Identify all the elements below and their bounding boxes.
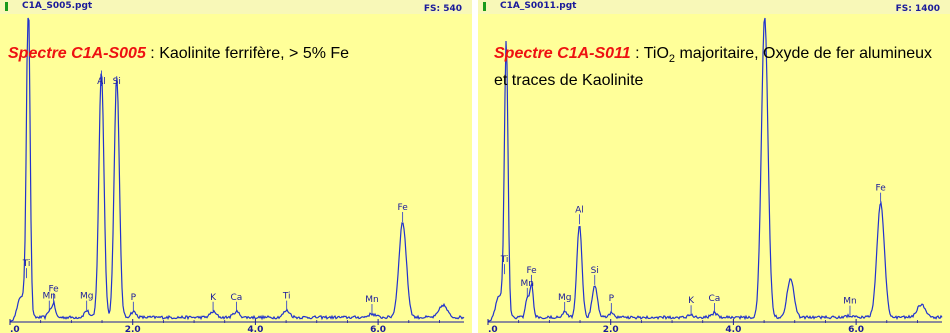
peak-label: Ti: [500, 255, 509, 265]
spectrum-name: Spectre C1A-S011: [494, 45, 631, 62]
spectrum-panel-s011: C1A_S0011.pgt FS: 1400 .0 2.0 4.0 6.0 Ti Fe Mn…: [478, 0, 950, 333]
peak-label: Ti: [282, 292, 291, 302]
spectrum-caption: Spectre C1A-S005 : Kaolinite ferrifère, …: [8, 43, 468, 64]
spectrum-description: TiO2 majoritaire, Oxyde de fer alumineux…: [494, 45, 932, 89]
peak-label: Mg: [80, 292, 93, 302]
peak-label: Al: [575, 205, 584, 215]
peak-label: K: [210, 293, 217, 303]
peak-label: Ti: [22, 259, 31, 269]
peak-label: K: [688, 296, 695, 306]
x-tick-label: 4.0: [725, 325, 741, 333]
x-tick-label: 6.0: [370, 325, 386, 333]
peak-label: Fe: [526, 266, 537, 276]
spectrum-name: Spectre C1A-S005: [8, 45, 146, 62]
peak-label: Ca: [230, 293, 242, 303]
header-marker: [483, 2, 486, 11]
spectrum-plot: .0 2.0 4.0 6.0 Ti Fe Mn Mg Al Si P K Ca Mn Fe: [478, 14, 950, 333]
x-tick-label: 6.0: [848, 325, 864, 333]
peak-label: Mn: [365, 295, 378, 305]
spectrum-panel-s005: C1A_S005.pgt FS: 540 .0 2.0 4.0 6.0 Ti Fe Mn Mg…: [0, 0, 472, 333]
full-scale-label: FS: 540: [423, 4, 462, 14]
file-name: C1A_S0011.pgt: [500, 1, 577, 11]
plot-background: [478, 14, 950, 333]
description-rest: majoritaire, Oxyde de fer alumineux et t…: [494, 45, 933, 90]
header-marker: [5, 2, 8, 11]
file-header: C1A_S0011.pgt FS: 1400: [478, 0, 950, 15]
peak-label: Al: [97, 77, 106, 87]
x-tick-label: 2.0: [603, 325, 619, 333]
peak-label: Mg: [558, 293, 571, 303]
file-header: C1A_S005.pgt FS: 540: [0, 0, 472, 15]
spectrum-caption: Spectre C1A-S011 : TiO2 majoritaire, Oxy…: [494, 43, 946, 91]
x-tick-label: 2.0: [125, 325, 141, 333]
caption-separator: :: [145, 45, 160, 62]
peak-label: Mn: [521, 279, 534, 289]
x-tick-label: .0: [10, 325, 20, 333]
spectrum-line: [9, 17, 465, 322]
plot-background: [0, 14, 472, 333]
peak-label: P: [609, 294, 615, 304]
full-scale-label: FS: 1400: [895, 4, 940, 14]
peak-label: Si: [591, 266, 599, 276]
spectrum-description: Kaolinite ferrifère, > 5% Fe: [159, 45, 350, 62]
peak-label: Mn: [843, 297, 856, 307]
peak-label: P: [131, 293, 137, 303]
x-tick-label: .0: [488, 325, 498, 333]
peak-label: Ca: [708, 294, 720, 304]
spectrum-line: [487, 17, 943, 322]
caption-separator: :: [630, 45, 644, 62]
peak-label: Fe: [876, 184, 887, 194]
panel-gap: [472, 0, 478, 333]
file-name: C1A_S005.pgt: [22, 1, 93, 11]
peak-label: Fe: [48, 284, 59, 294]
peak-label: Mn: [43, 292, 56, 302]
description-subscript: 2: [668, 53, 676, 66]
description-formula: TiO: [643, 45, 669, 62]
peak-label: Si: [113, 77, 121, 87]
x-tick-label: 4.0: [247, 325, 263, 333]
peak-label: Fe: [398, 203, 409, 213]
